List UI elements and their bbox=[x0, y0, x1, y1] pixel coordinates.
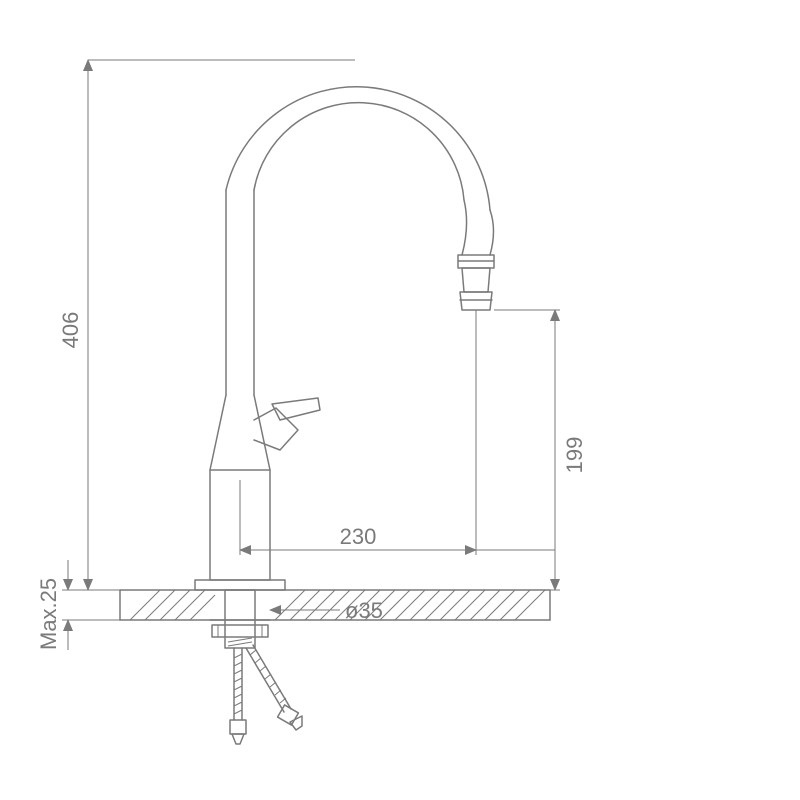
deck-hatch-right bbox=[275, 590, 545, 620]
faucet-diagram: 406 199 230 ø35 Max.25 bbox=[0, 0, 800, 800]
dim-total-height-label: 406 bbox=[58, 312, 83, 349]
dim-deck-thickness: Max.25 bbox=[36, 560, 120, 650]
faucet-body bbox=[195, 190, 320, 590]
dim-spout-reach: 230 bbox=[240, 310, 555, 555]
spout bbox=[226, 87, 494, 310]
deck-hatch-left bbox=[130, 590, 215, 620]
dim-spout-reach-label: 230 bbox=[340, 524, 377, 549]
deck bbox=[120, 590, 550, 620]
supply-hoses bbox=[230, 645, 302, 744]
dim-deck-thickness-label: Max.25 bbox=[36, 578, 61, 650]
dim-spout-clearance-label: 199 bbox=[562, 437, 587, 474]
below-deck bbox=[210, 590, 302, 744]
dim-hole-diameter-label: ø35 bbox=[345, 598, 383, 623]
aerator bbox=[458, 255, 494, 310]
dim-total-height: 406 bbox=[58, 60, 355, 590]
dim-spout-clearance: 199 bbox=[494, 310, 587, 590]
